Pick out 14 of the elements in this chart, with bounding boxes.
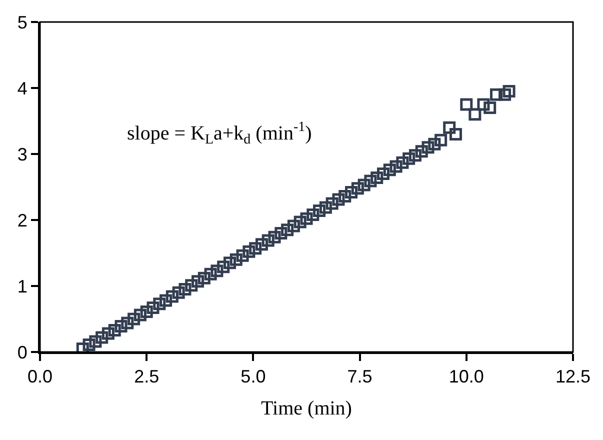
x-tick-label: 2.5 — [134, 366, 160, 387]
x-tick-label: 5.0 — [240, 366, 266, 387]
y-tick-label: 3 — [17, 144, 28, 164]
y-tick-label: 2 — [17, 210, 28, 230]
x-tick-label: 12.5 — [555, 366, 591, 387]
annotation: slope = K$_{L}$a+k$_{d}$ (min$^{-1}$) — [127, 120, 312, 148]
x-tick-label: 0.0 — [27, 366, 53, 387]
y-tick-label: 0 — [17, 342, 28, 362]
x-tick-label: 10.0 — [448, 366, 484, 387]
y-tick-label: 4 — [17, 78, 28, 98]
y-tick-label: 5 — [17, 12, 28, 32]
x-tick-label: 7.5 — [347, 366, 372, 387]
y-tick-label: 1 — [17, 276, 28, 296]
x-axis-title: Time (min) — [261, 398, 352, 420]
